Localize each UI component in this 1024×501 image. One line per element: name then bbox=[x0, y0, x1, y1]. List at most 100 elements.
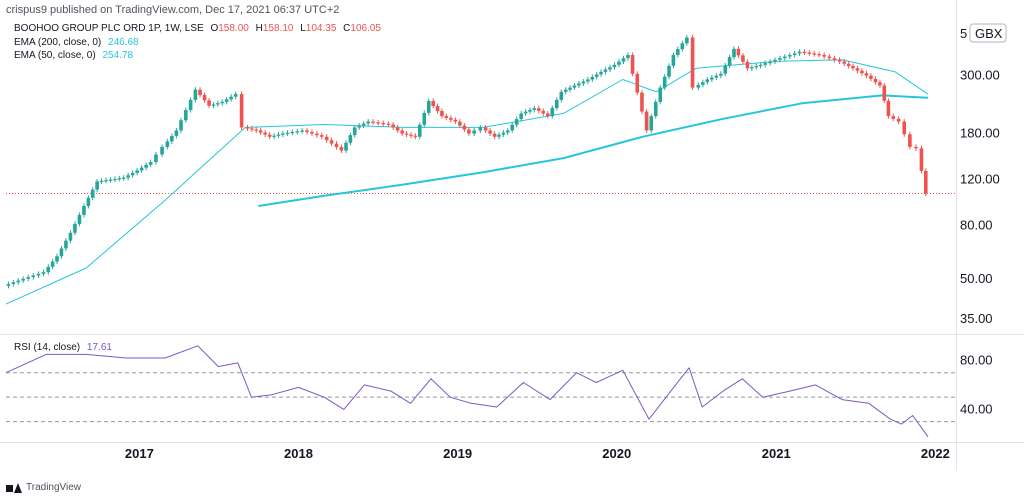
candle-body bbox=[878, 82, 882, 86]
candle-body bbox=[741, 55, 745, 62]
rsi-pane bbox=[5, 345, 955, 438]
candle-body bbox=[732, 48, 736, 58]
candle-body bbox=[594, 74, 599, 77]
candle-body bbox=[254, 129, 259, 131]
candle-body bbox=[179, 120, 183, 131]
candle-body bbox=[263, 132, 267, 135]
rsi-legend: RSI (14, close) 17.61 bbox=[14, 342, 112, 353]
candle-body bbox=[300, 130, 304, 132]
candle-body bbox=[16, 280, 21, 283]
candle-body bbox=[851, 66, 855, 69]
candle-body bbox=[736, 48, 741, 56]
grid bbox=[0, 0, 1024, 470]
x-tick-label: 2020 bbox=[602, 446, 631, 461]
open-label: O bbox=[210, 23, 219, 34]
candle-body bbox=[258, 130, 263, 133]
candle-body bbox=[404, 133, 409, 135]
candle-body bbox=[366, 121, 370, 124]
candle-body bbox=[685, 37, 689, 44]
candle-body bbox=[422, 112, 427, 125]
candle-body bbox=[467, 129, 471, 134]
candle-body bbox=[519, 113, 523, 120]
high-label: H bbox=[255, 23, 263, 34]
candle-body bbox=[896, 118, 901, 122]
rsi-line bbox=[5, 345, 929, 438]
ema200-line bbox=[258, 94, 929, 207]
candle-body bbox=[586, 79, 590, 82]
candle-body bbox=[233, 94, 238, 97]
candle-body bbox=[440, 111, 444, 117]
candle-body bbox=[873, 78, 878, 83]
candle-body bbox=[444, 116, 449, 118]
candle-body bbox=[640, 92, 644, 112]
rsi-value: 17.61 bbox=[86, 342, 112, 353]
rsi-y-tick-label: 80.00 bbox=[960, 352, 993, 367]
candle-body bbox=[371, 121, 375, 123]
candle-body bbox=[285, 132, 290, 134]
publisher-line: crispus9 published on TradingView.com, D… bbox=[6, 4, 340, 16]
candle-body bbox=[827, 56, 832, 59]
ema200-label: EMA (200, close, 0) bbox=[14, 37, 102, 48]
candle-body bbox=[510, 124, 514, 131]
candle-body bbox=[449, 117, 453, 120]
candle-body bbox=[696, 84, 701, 88]
candle-body bbox=[211, 104, 216, 106]
candle-body bbox=[82, 206, 86, 215]
candle-body bbox=[381, 123, 386, 125]
candle-body bbox=[617, 61, 621, 65]
candle-body bbox=[807, 52, 812, 54]
open-value: 158.00 bbox=[218, 23, 249, 34]
candle-body bbox=[919, 148, 924, 171]
footer-brand: TradingView bbox=[26, 482, 82, 493]
candle-body bbox=[846, 63, 851, 67]
candle-body bbox=[352, 127, 357, 136]
x-tick-label: 2022 bbox=[921, 446, 950, 461]
candle-body bbox=[644, 111, 649, 131]
candle-body bbox=[11, 282, 16, 285]
candle-body bbox=[90, 189, 95, 198]
candle-body bbox=[395, 127, 400, 131]
candle-body bbox=[572, 85, 577, 88]
candle-body bbox=[113, 178, 117, 181]
y-axis: 50.00 35.00 80.00 120.00 180.00 300.00 5 GBX 40.… bbox=[960, 23, 1007, 416]
close-label: C bbox=[343, 23, 351, 34]
candle-body bbox=[680, 43, 685, 50]
candle-body bbox=[229, 96, 233, 100]
candle-body bbox=[148, 162, 153, 165]
candle-body bbox=[891, 116, 896, 119]
candle-body bbox=[130, 172, 135, 176]
candle-body bbox=[908, 134, 912, 147]
candle-body bbox=[417, 124, 422, 137]
close-value: 106.05 bbox=[350, 23, 381, 34]
candle-body bbox=[319, 135, 324, 137]
candle-body bbox=[599, 71, 603, 75]
candle-body bbox=[497, 134, 501, 137]
rsi-label: RSI (14, close) bbox=[14, 342, 81, 353]
candle-body bbox=[690, 37, 695, 88]
price-pane bbox=[5, 34, 955, 305]
candle-body bbox=[329, 140, 334, 144]
candle-body bbox=[41, 272, 46, 274]
candle-body bbox=[458, 121, 462, 126]
candle-body bbox=[68, 232, 73, 241]
candle-body bbox=[714, 75, 719, 78]
candle-body bbox=[758, 64, 763, 67]
candle-body bbox=[250, 128, 254, 130]
ema50-legend: EMA (50, close, 0) 254.78 bbox=[14, 50, 133, 61]
candle-body bbox=[568, 87, 572, 90]
candle-body bbox=[108, 179, 113, 181]
candle-body bbox=[501, 132, 506, 135]
candle-body bbox=[528, 109, 532, 112]
candle-body bbox=[750, 67, 754, 69]
candle-body bbox=[184, 110, 188, 121]
candle-body bbox=[99, 180, 104, 182]
candle-body bbox=[36, 273, 41, 276]
x-axis: 2017 2018 2019 2020 2021 2022 bbox=[125, 446, 950, 461]
candle-body bbox=[778, 58, 782, 60]
currency-badge-box bbox=[969, 23, 1007, 43]
candle-body bbox=[658, 87, 663, 102]
candle-body bbox=[160, 146, 164, 155]
x-tick-label: 2019 bbox=[443, 446, 472, 461]
